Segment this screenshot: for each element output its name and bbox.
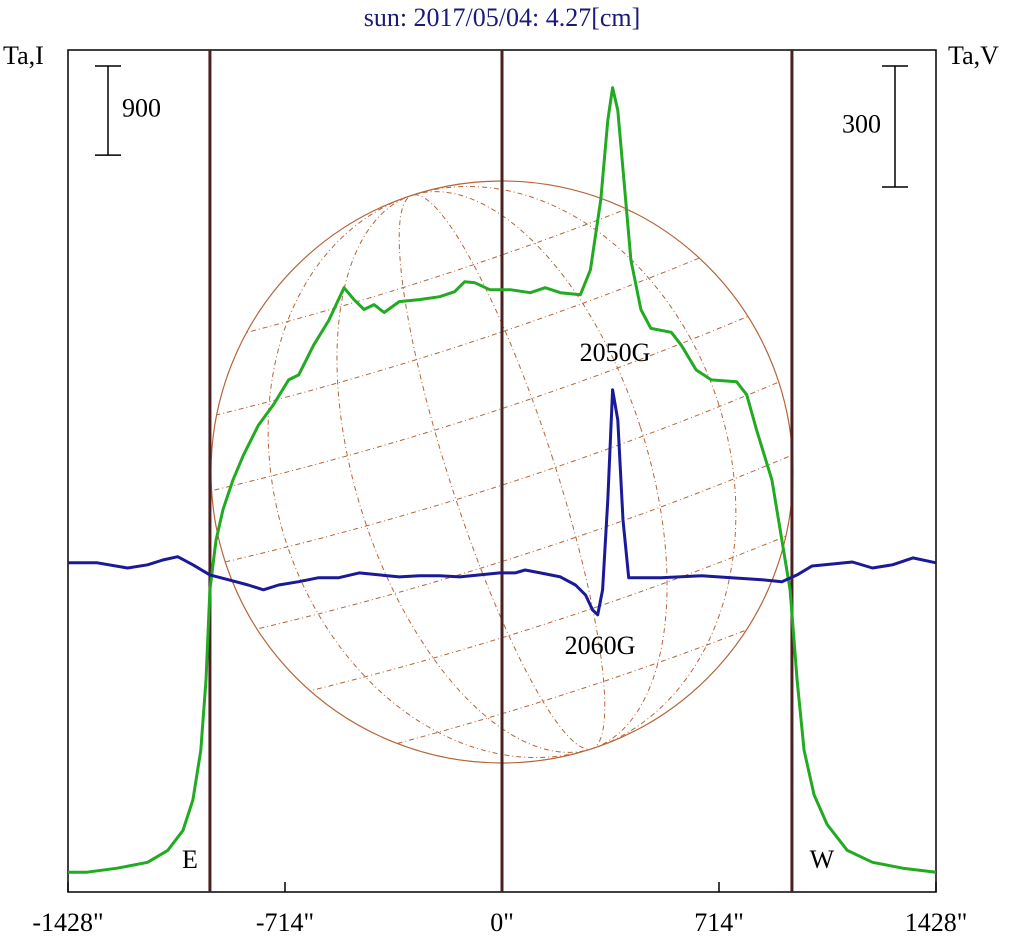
parallel <box>270 519 824 701</box>
x-tick-label: 0" <box>490 908 514 937</box>
parallel <box>247 450 802 632</box>
y2-axis-label: Ta,V <box>948 41 999 70</box>
x-tick-label: 1428" <box>905 908 968 937</box>
chart-title: sun: 2017/05/04: 4.27[cm] <box>364 3 641 32</box>
scale-label: 300 <box>842 109 881 138</box>
parallel <box>157 174 712 355</box>
series-line <box>68 86 937 874</box>
series-line <box>68 388 937 617</box>
limb-label: E <box>182 845 198 874</box>
annotation: 2050G <box>580 338 651 367</box>
annotation: 2060G <box>565 631 636 660</box>
parallel <box>292 589 847 770</box>
x-tick-label: -714" <box>256 908 314 937</box>
scale-label: 900 <box>122 94 161 123</box>
parallel <box>225 381 779 563</box>
parallel <box>202 312 757 494</box>
x-tick-label: -1428" <box>32 908 103 937</box>
parallel <box>180 243 734 425</box>
x-tick-label: 714" <box>694 908 744 937</box>
limb-label: W <box>810 845 835 874</box>
y-axis-label: Ta,I <box>3 41 44 70</box>
